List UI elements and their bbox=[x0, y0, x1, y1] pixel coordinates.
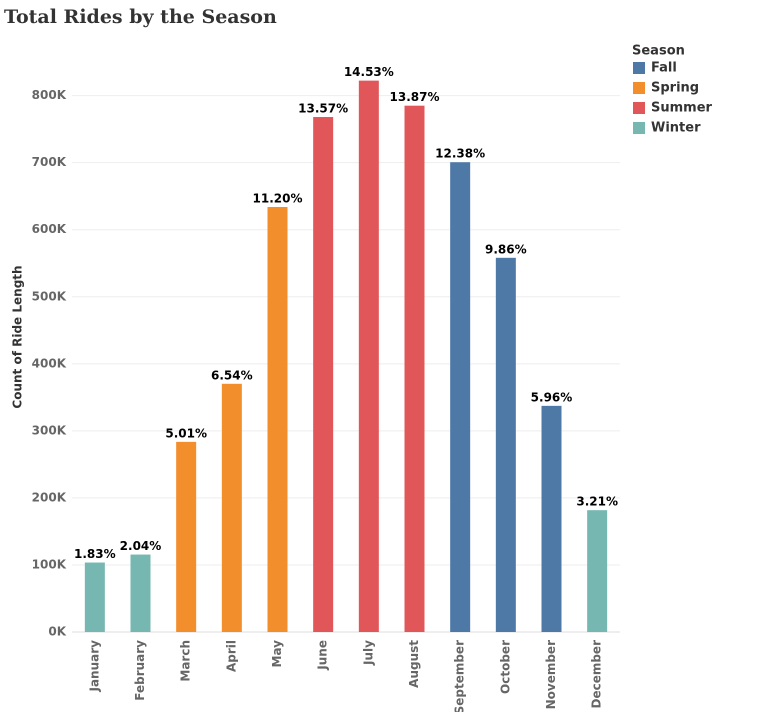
data-label: 9.86% bbox=[485, 242, 527, 256]
bar bbox=[84, 562, 105, 632]
bar bbox=[313, 117, 334, 632]
y-tick-label: 0K bbox=[48, 625, 66, 639]
x-tick-label: March bbox=[179, 640, 193, 682]
data-label: 6.54% bbox=[211, 368, 253, 382]
data-label: 12.38% bbox=[435, 147, 485, 161]
x-tick-label: April bbox=[224, 640, 238, 672]
y-tick-label: 600K bbox=[32, 222, 67, 236]
x-tick-label: December bbox=[590, 640, 604, 709]
bar bbox=[541, 405, 562, 632]
data-label: 13.87% bbox=[390, 90, 440, 104]
bar bbox=[358, 80, 379, 633]
y-tick-label: 300K bbox=[32, 423, 67, 437]
bar bbox=[221, 383, 242, 632]
x-tick-label: September bbox=[453, 640, 467, 712]
chart-title: Total Rides by the Season bbox=[4, 6, 277, 28]
x-tick-label: May bbox=[270, 640, 284, 668]
bar bbox=[176, 441, 197, 632]
bar bbox=[450, 162, 471, 632]
legend-label: Fall bbox=[651, 61, 677, 76]
data-label: 5.96% bbox=[531, 390, 573, 404]
y-tick-label: 400K bbox=[32, 356, 67, 370]
legend-label: Winter bbox=[651, 121, 701, 136]
y-tick-label: 700K bbox=[32, 155, 67, 169]
legend-swatch bbox=[633, 82, 645, 94]
data-label: 3.21% bbox=[576, 495, 618, 509]
data-label: 13.57% bbox=[298, 102, 348, 116]
data-label: 5.01% bbox=[165, 426, 207, 440]
legend-swatch bbox=[633, 62, 645, 74]
legend-label: Spring bbox=[651, 81, 699, 96]
data-label: 11.20% bbox=[253, 191, 303, 205]
legend-label: Summer bbox=[651, 101, 713, 116]
data-label: 2.04% bbox=[120, 539, 162, 553]
legend-swatch bbox=[633, 102, 645, 114]
x-tick-label: February bbox=[133, 640, 147, 701]
x-tick-label: July bbox=[361, 640, 375, 666]
y-axis-title: Count of Ride Length bbox=[11, 265, 25, 408]
bar bbox=[130, 554, 151, 632]
x-tick-label: October bbox=[498, 640, 512, 694]
bar bbox=[495, 257, 516, 632]
y-tick-label: 100K bbox=[32, 557, 67, 571]
data-label: 1.83% bbox=[74, 547, 116, 561]
y-tick-label: 200K bbox=[32, 490, 67, 504]
legend-swatch bbox=[633, 122, 645, 134]
bar bbox=[587, 510, 608, 632]
x-tick-label: June bbox=[316, 640, 330, 671]
y-tick-label: 500K bbox=[32, 289, 67, 303]
x-tick-label: January bbox=[87, 640, 101, 693]
data-label: 14.53% bbox=[344, 65, 394, 79]
x-tick-label: August bbox=[407, 640, 421, 688]
legend-title: Season bbox=[632, 44, 685, 59]
bar bbox=[404, 105, 425, 633]
x-tick-label: November bbox=[544, 640, 558, 709]
bar bbox=[267, 206, 288, 632]
y-tick-label: 800K bbox=[32, 88, 67, 102]
